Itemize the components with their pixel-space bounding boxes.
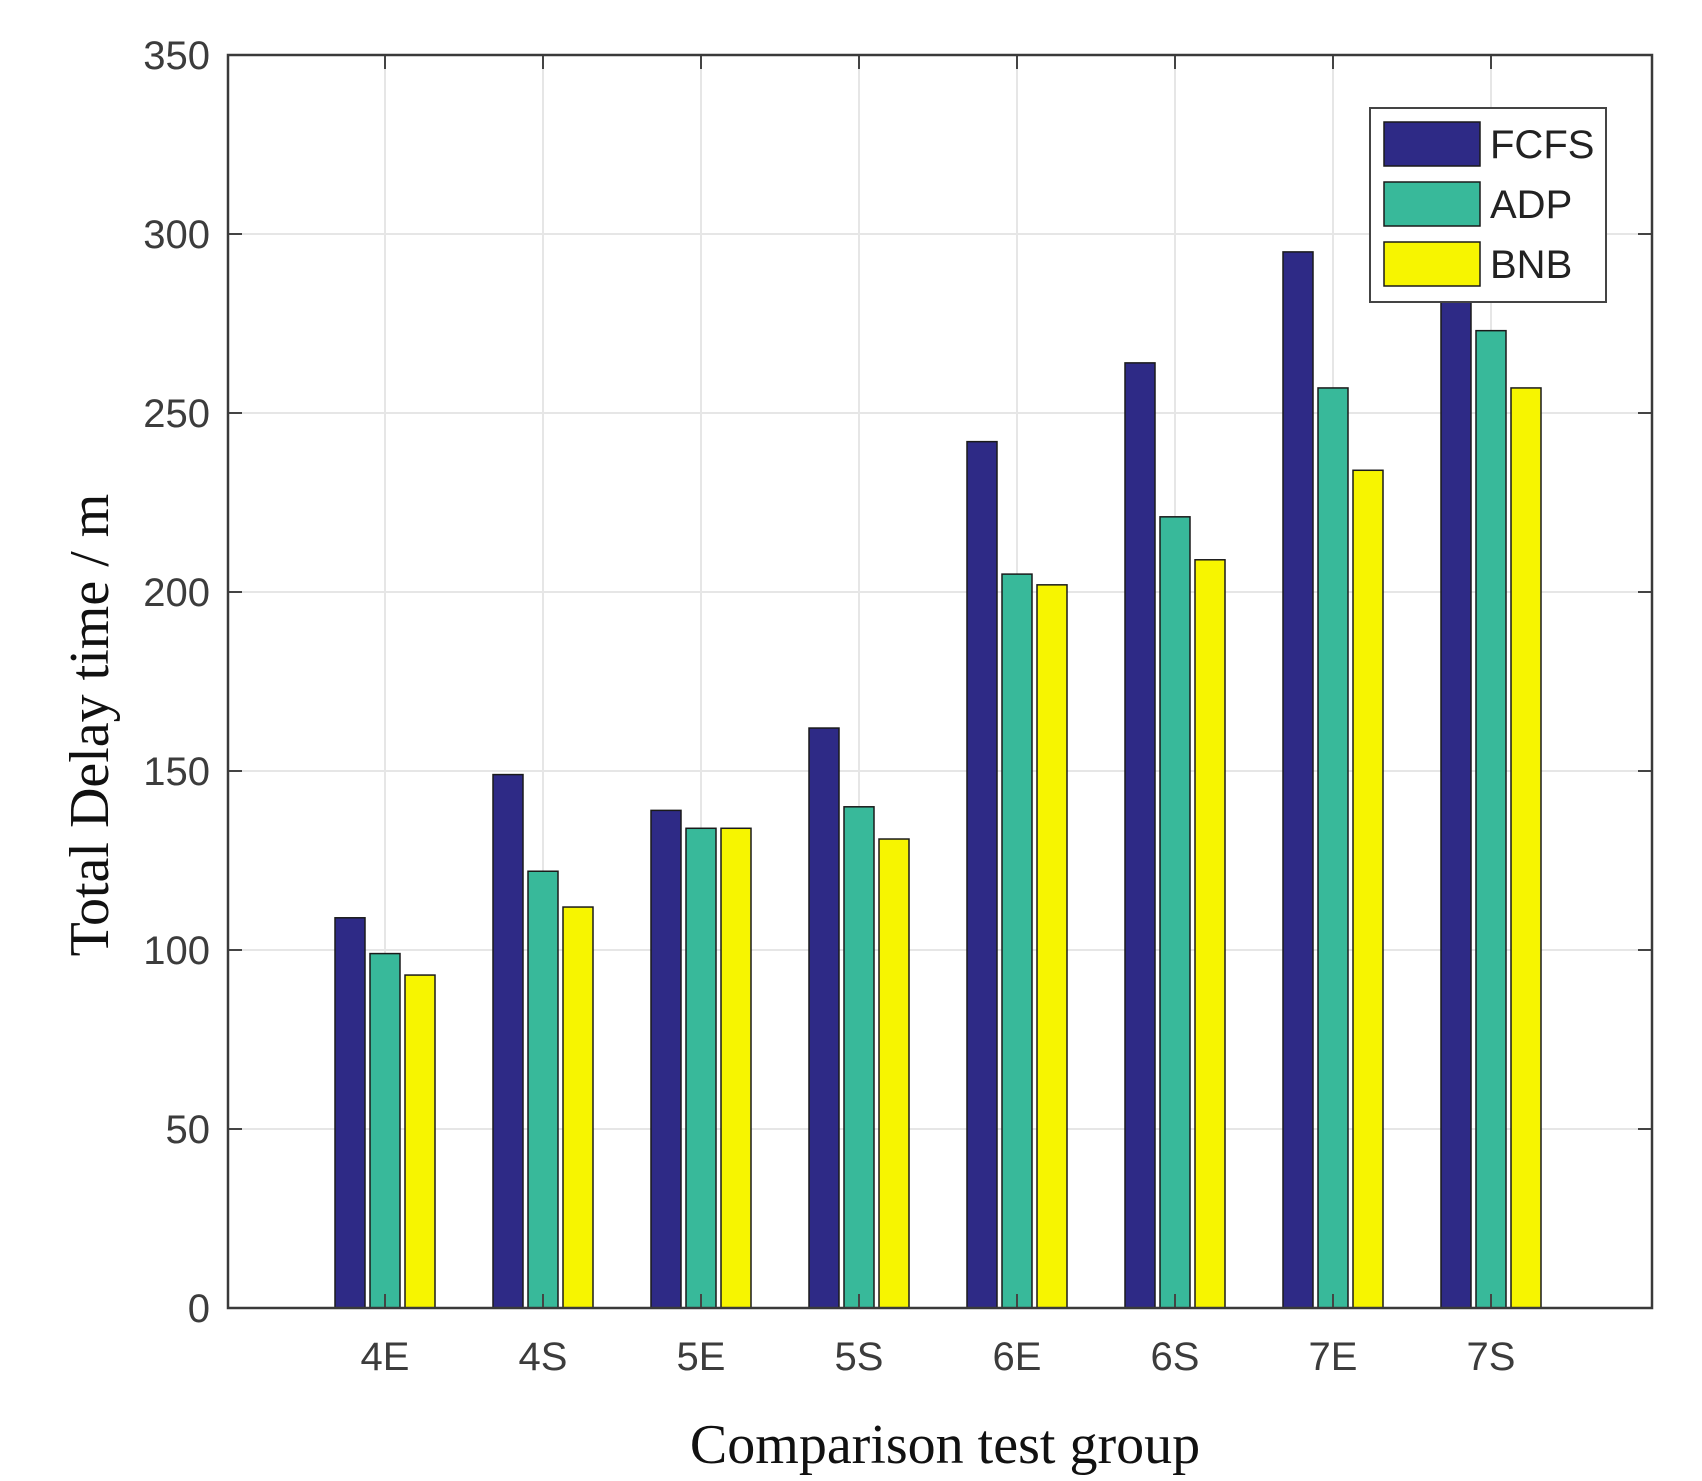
- y-tick-label: 100: [143, 929, 210, 973]
- bar-bnb-6s: [1194, 559, 1226, 1309]
- legend-label-fcfs: FCFS: [1490, 123, 1594, 167]
- bar-fcfs-4e: [334, 917, 366, 1309]
- bar-bnb-7e: [1352, 469, 1384, 1309]
- y-tick-label: 250: [143, 392, 210, 436]
- bar-fcfs-7e: [1282, 251, 1314, 1309]
- y-tick-label: 150: [143, 750, 210, 794]
- bar-bnb-5s: [878, 838, 910, 1309]
- bar-bnb-5e: [720, 827, 752, 1309]
- legend-label-adp: ADP: [1490, 183, 1572, 227]
- bar-fcfs-5e: [650, 809, 682, 1309]
- y-axis-title: Total Delay time / m: [59, 494, 121, 957]
- bar-bnb-4e: [404, 974, 436, 1309]
- x-tick-label: 7S: [1467, 1335, 1516, 1379]
- x-tick-label: 4E: [361, 1335, 410, 1379]
- y-tick-label: 0: [188, 1287, 210, 1331]
- bar-fcfs-7s: [1440, 204, 1472, 1309]
- bar-adp-4s: [527, 870, 559, 1309]
- bar-fcfs-4s: [492, 773, 524, 1309]
- bar-bnb-7s: [1510, 387, 1542, 1309]
- y-tick-label: 50: [166, 1108, 211, 1152]
- legend-swatch-bnb: [1383, 241, 1481, 287]
- legend-swatch-fcfs: [1383, 121, 1481, 167]
- y-tick-label: 200: [143, 571, 210, 615]
- bar-adp-5e: [685, 827, 717, 1309]
- x-axis-title: Comparison test group: [690, 1414, 1200, 1476]
- legend: FCFS ADP BNB: [1369, 107, 1607, 303]
- x-tick-label: 6S: [1151, 1335, 1200, 1379]
- legend-label-bnb: BNB: [1490, 243, 1572, 287]
- bars: [334, 204, 1542, 1309]
- bar-fcfs-6e: [966, 440, 998, 1309]
- legend-swatch-adp: [1383, 181, 1481, 227]
- bar-bnb-6e: [1036, 584, 1068, 1309]
- bar-adp-6s: [1159, 516, 1191, 1309]
- x-tick-label: 6E: [993, 1335, 1042, 1379]
- y-tick-label: 300: [143, 213, 210, 257]
- x-tick-label: 5E: [677, 1335, 726, 1379]
- bar-adp-5s: [843, 806, 875, 1309]
- axes-box: [226, 53, 1654, 1310]
- bar-adp-7e: [1317, 387, 1349, 1309]
- bar-bnb-4s: [562, 906, 594, 1309]
- y-tick-label: 350: [143, 34, 210, 78]
- bar-adp-6e: [1001, 573, 1033, 1309]
- bar-adp-7s: [1475, 329, 1507, 1309]
- axes: 0 50 100 150 200 250 300 350 4E 4S 5E 5S 6E 6S 7E 7S: [143, 34, 1654, 1379]
- bar-fcfs-5s: [808, 727, 840, 1309]
- x-tick-label: 4S: [519, 1335, 568, 1379]
- bar-adp-4e: [369, 952, 401, 1309]
- x-tick-label: 5S: [835, 1335, 884, 1379]
- x-tick-label: 7E: [1309, 1335, 1358, 1379]
- bar-fcfs-6s: [1124, 362, 1156, 1309]
